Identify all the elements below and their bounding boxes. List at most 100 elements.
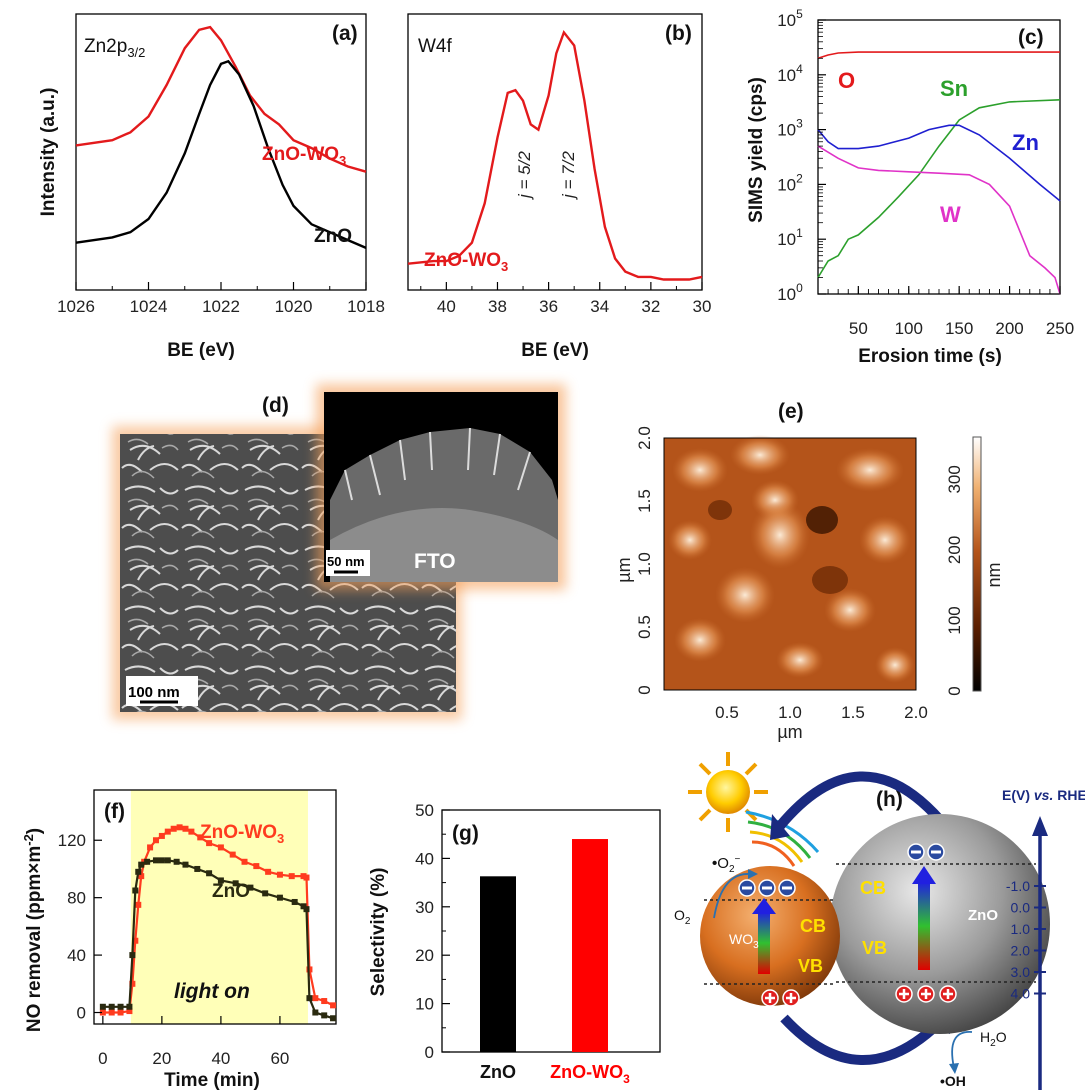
panel-e-xtick: 1.5 xyxy=(841,703,865,722)
panel-a-xtick: 1022 xyxy=(202,297,240,316)
series-line-zn xyxy=(817,124,1061,202)
panel-h-label: (h) xyxy=(876,788,903,811)
panel-b-frame xyxy=(407,13,703,291)
data-point-zno xyxy=(206,870,213,877)
panel-b: 40 38 36 34 32 30 (b) W4f ZnO-WO3 j = 5/2 j =… xyxy=(407,13,712,361)
panel-c: 50 100 150 200 250 100 101 102 103 104 105 (c) O S… xyxy=(746,7,1074,367)
energy-tick: 3.0 xyxy=(1011,964,1031,980)
data-point-zno xyxy=(247,884,254,891)
data-point-zno-wo3 xyxy=(99,1009,106,1016)
panel-f-ytick: 80 xyxy=(67,889,86,908)
hole-transfer-arrow xyxy=(780,1014,944,1065)
data-point-zno-wo3 xyxy=(253,863,260,870)
panel-c-ytick: 101 xyxy=(777,226,803,249)
data-point-zno-wo3 xyxy=(126,1008,133,1015)
panel-c-ytick: 102 xyxy=(777,171,803,194)
superoxide-label: •O2− xyxy=(712,854,741,875)
data-point-zno xyxy=(129,952,136,959)
data-point-zno-wo3 xyxy=(170,825,177,832)
sem-scale-label: 100 nm xyxy=(128,684,180,701)
data-point-zno xyxy=(291,898,298,905)
panel-c-ytick: 105 xyxy=(777,7,803,30)
peak-label-7-2: j = 7/2 xyxy=(559,151,578,200)
panel-c-ylabel: SIMS yield (cps) xyxy=(746,77,767,223)
light-on-region xyxy=(130,790,308,1024)
panel-f-xtick: 0 xyxy=(98,1049,107,1068)
data-point-zno-wo3 xyxy=(330,1002,337,1009)
panel-e-ytick: 0 xyxy=(635,685,654,694)
electron-transfer-arrow xyxy=(776,771,944,830)
peak-label-5-2: j = 5/2 xyxy=(515,151,534,200)
panel-b-xtick: 40 xyxy=(437,297,456,316)
legend-zno-wo3-a: ZnO-WO3 xyxy=(262,144,346,168)
panel-f-xlabel: Time (min) xyxy=(164,1070,260,1091)
data-point-zno-wo3 xyxy=(129,980,136,987)
legend-zno-wo3-b: ZnO-WO3 xyxy=(424,250,508,274)
panel-b-xtick: 38 xyxy=(488,297,507,316)
panel-g-label: (g) xyxy=(452,822,479,845)
data-point-zno-wo3 xyxy=(288,873,295,880)
panel-b-label: (b) xyxy=(665,22,692,45)
panel-c-xtick: 150 xyxy=(945,319,973,338)
vb-label-wo3: VB xyxy=(798,956,823,976)
holes-zno xyxy=(895,985,957,1003)
data-point-zno xyxy=(232,880,239,887)
panel-e-ytick: 1.5 xyxy=(635,489,654,513)
h2o-oxidation-arrow xyxy=(951,1031,973,1069)
panel-g-ytick: 10 xyxy=(415,995,434,1014)
data-point-zno xyxy=(173,858,180,865)
panel-b-xtick: 36 xyxy=(539,297,558,316)
panel-g-ylabel: Selectivity (%) xyxy=(368,868,389,997)
data-point-zno-wo3 xyxy=(117,1009,124,1016)
colorbar-tick: 300 xyxy=(945,465,964,493)
o2-reduction-arrow xyxy=(713,873,751,919)
panel-g-ytick: 30 xyxy=(415,898,434,917)
data-point-zno xyxy=(182,861,189,868)
energy-tick: 2.0 xyxy=(1011,943,1031,959)
panel-f-ytick: 0 xyxy=(77,1004,86,1023)
data-point-zno xyxy=(158,857,165,864)
colorbar-tick: 200 xyxy=(945,536,964,564)
panel-f-label: (f) xyxy=(104,800,125,823)
data-point-zno xyxy=(262,890,269,897)
panel-h: (h) xyxy=(674,752,1085,1090)
data-point-zno-wo3 xyxy=(147,844,154,851)
data-point-zno xyxy=(99,1003,106,1010)
inset-scale-label: 50 nm xyxy=(327,554,365,569)
data-point-zno xyxy=(312,1009,319,1016)
zno-label: ZnO xyxy=(968,907,998,924)
o2-label: O2 xyxy=(674,907,691,927)
data-point-zno-wo3 xyxy=(217,844,224,851)
panel-f: 0 20 40 60 0 40 80 120 (f) ZnO-WO3 ZnO light on… xyxy=(21,789,337,1091)
panel-f-xtick: 20 xyxy=(152,1049,171,1068)
data-point-zno-wo3 xyxy=(241,858,248,865)
series-line-zno xyxy=(75,59,367,250)
data-point-zno xyxy=(306,995,313,1002)
fto-label: FTO xyxy=(414,550,456,573)
panel-d-label: (d) xyxy=(262,394,289,417)
panel-f-xtick: 60 xyxy=(270,1049,289,1068)
panel-b-xtick: 34 xyxy=(590,297,609,316)
panel-e-ylabel: µm xyxy=(614,557,634,582)
panel-b-xtick: 30 xyxy=(693,297,712,316)
legend-zn: Zn xyxy=(1012,130,1039,155)
panel-f-xtick: 40 xyxy=(211,1049,230,1068)
data-point-zno-wo3 xyxy=(265,868,272,875)
legend-sn: Sn xyxy=(940,76,968,101)
panel-e-ytick: 2.0 xyxy=(635,426,654,450)
panel-a-xtick: 1020 xyxy=(275,297,313,316)
data-point-zno-wo3 xyxy=(132,937,139,944)
data-point-zno xyxy=(164,857,171,864)
data-point-zno-wo3 xyxy=(152,837,159,844)
data-point-zno xyxy=(126,1003,133,1010)
data-point-zno xyxy=(330,1015,337,1022)
bar-zno xyxy=(480,876,516,1052)
panel-f-ylabel: NO removal (ppm×m-2) xyxy=(21,828,45,1032)
panel-g-ytick: 50 xyxy=(415,801,434,820)
panel-e-ytick: 1.0 xyxy=(635,552,654,576)
panel-a-xlabel: BE (eV) xyxy=(167,340,235,361)
data-point-zno xyxy=(321,1012,328,1019)
panel-c-ytick: 103 xyxy=(777,117,803,140)
panel-a-ylabel: Intensity (a.u.) xyxy=(38,88,59,217)
